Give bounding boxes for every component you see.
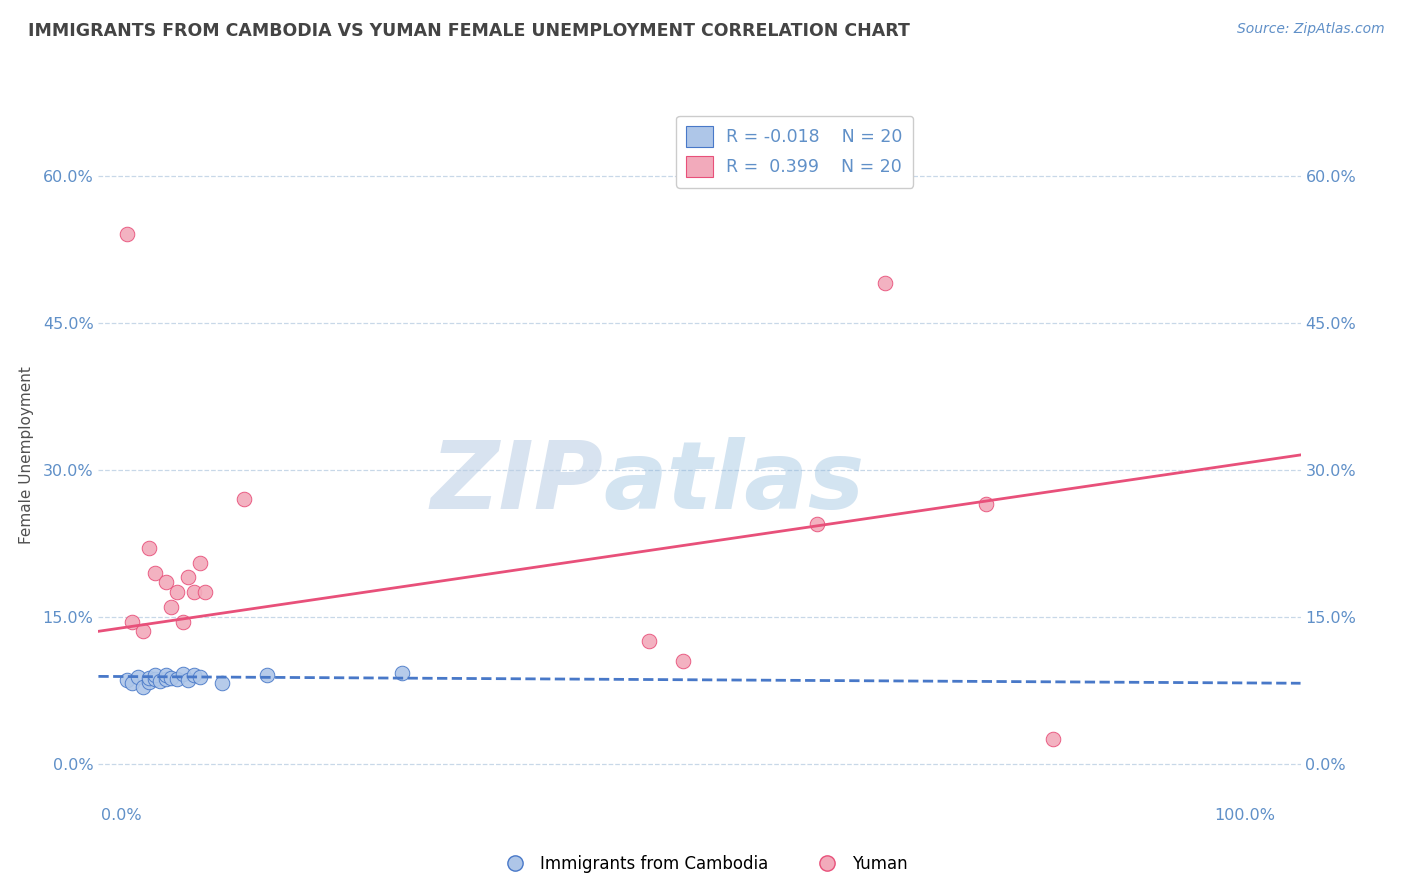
Text: ZIP: ZIP: [430, 437, 603, 529]
Point: [638, 634, 661, 648]
Text: Source: ZipAtlas.com: Source: ZipAtlas.com: [1237, 22, 1385, 37]
Point: [166, 585, 188, 599]
Point: [1042, 732, 1064, 747]
Point: [121, 676, 143, 690]
Point: [172, 667, 194, 681]
Text: atlas: atlas: [603, 437, 865, 529]
Point: [211, 676, 233, 690]
Point: [672, 654, 695, 668]
Y-axis label: Female Unemployment: Female Unemployment: [20, 366, 34, 544]
Point: [391, 666, 413, 681]
Point: [143, 566, 166, 580]
Point: [177, 673, 200, 688]
Point: [188, 556, 211, 570]
Point: [155, 668, 177, 682]
Point: [127, 670, 149, 684]
Point: [188, 670, 211, 684]
Point: [132, 624, 155, 639]
Text: IMMIGRANTS FROM CAMBODIA VS YUMAN FEMALE UNEMPLOYMENT CORRELATION CHART: IMMIGRANTS FROM CAMBODIA VS YUMAN FEMALE…: [28, 22, 910, 40]
Point: [806, 516, 828, 531]
Point: [183, 585, 205, 599]
Point: [149, 674, 172, 689]
Point: [166, 673, 188, 687]
Point: [183, 668, 205, 682]
Point: [143, 668, 166, 682]
Point: [172, 615, 194, 629]
Legend: R = -0.018    N = 20, R =  0.399    N = 20: R = -0.018 N = 20, R = 0.399 N = 20: [676, 116, 914, 187]
Point: [132, 680, 155, 694]
Point: [138, 541, 160, 555]
Point: [873, 277, 896, 291]
Point: [121, 615, 143, 629]
Point: [143, 673, 166, 687]
Point: [138, 671, 160, 685]
Point: [974, 497, 997, 511]
Point: [115, 227, 138, 242]
Legend: Immigrants from Cambodia, Yuman: Immigrants from Cambodia, Yuman: [492, 848, 914, 880]
Point: [160, 599, 183, 614]
Point: [115, 673, 138, 688]
Point: [155, 673, 177, 687]
Point: [256, 668, 278, 682]
Point: [233, 491, 256, 506]
Point: [138, 675, 160, 690]
Point: [194, 585, 217, 599]
Point: [155, 575, 177, 590]
Point: [160, 671, 183, 685]
Point: [177, 570, 200, 584]
